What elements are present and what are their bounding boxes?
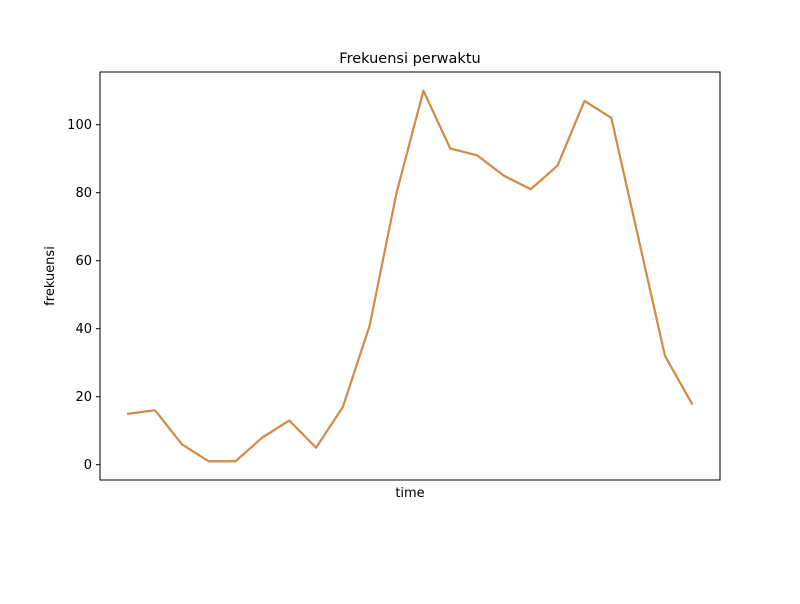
y-tick-label: 100 — [67, 118, 92, 133]
x-axis-label: time — [395, 486, 424, 501]
y-tick-label: 80 — [75, 186, 92, 201]
y-axis-ticks: 0 20 40 60 80 100 — [67, 118, 100, 473]
y-tick-label: 40 — [75, 322, 92, 337]
y-tick-label: 0 — [84, 458, 92, 473]
series-line-2 — [127, 89, 694, 463]
chart-title: Frekuensi perwaktu — [339, 51, 480, 67]
plot-frame — [99, 71, 721, 481]
y-axis-label: frekuensi — [43, 246, 58, 306]
y-tick-label: 20 — [75, 390, 92, 405]
y-tick-label: 60 — [75, 254, 92, 269]
series-layer — [127, 89, 694, 463]
